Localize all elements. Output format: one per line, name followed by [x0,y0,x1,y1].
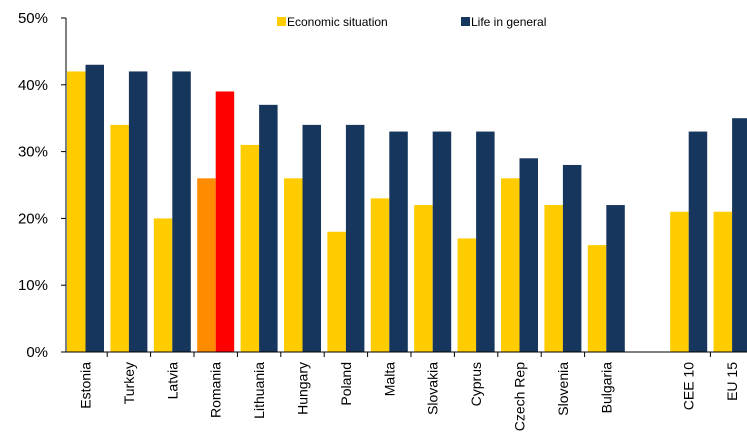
bar-economic-situation [284,178,303,352]
legend-swatch-life-in-general [461,17,470,26]
bar-economic-situation [501,178,520,352]
x-tick-label: Romania [208,362,224,418]
bar-life-in-general [519,158,538,352]
x-tick-label: Lithuania [251,362,267,419]
x-axis: Estonia Turkey Latvia Romania Lithuania Hunga… [66,351,747,431]
x-tick-label: Cyprus [468,362,484,406]
bar-economic-situation [544,205,563,352]
x-tick-label: Hungary [295,362,311,415]
bars [67,64,747,352]
bar-economic-situation [587,245,607,352]
bar-life-in-general [302,124,321,352]
legend-label-life-in-general: Life in general [471,15,546,29]
y-axis: 0% 10% 20% 30% 40% 50% [18,10,67,361]
y-tick-label: 0% [26,344,48,361]
bar-life-in-general [215,91,235,352]
legend-label-economic-situation: Economic situation [287,15,388,29]
bar-economic-situation [370,198,390,352]
x-tick-label: CEE 10 [681,362,697,410]
bar-life-in-general [688,131,708,352]
bar-life-in-general [85,64,104,352]
bar-economic-situation [670,211,689,352]
legend: Economic situation Life in general [277,15,546,29]
legend-swatch-economic-situation [277,17,286,26]
y-tick-label: 20% [18,210,48,227]
x-tick-label: Poland [338,362,354,406]
bar-life-in-general [128,71,148,352]
bar-life-in-general [432,131,452,352]
bar-economic-situation [457,238,477,352]
bar-economic-situation [110,124,129,352]
bar-life-in-general [606,205,625,352]
bar-life-in-general [172,71,191,352]
x-tick-label: Czech Rep [512,362,528,431]
bar-life-in-general [476,131,495,352]
bar-economic-situation [197,178,216,352]
bar-economic-situation [240,144,260,352]
bar-economic-situation [713,211,733,352]
y-tick-label: 10% [18,277,48,294]
x-tick-label: EU 15 [724,362,740,401]
bar-economic-situation [327,231,346,352]
x-tick-label: Latvia [164,362,180,400]
y-tick-label: 50% [18,10,48,27]
x-tick-label: Slovenia [555,362,571,416]
x-tick-label: Malta [381,362,397,396]
bar-life-in-general [259,104,278,352]
bar-economic-situation [153,218,173,352]
bar-economic-situation [414,205,433,352]
bar-life-in-general [562,164,582,352]
bar-life-in-general [732,118,747,352]
x-tick-label: Estonia [78,362,94,409]
bar-life-in-general [345,124,365,352]
bar-economic-situation [67,71,86,352]
x-tick-label: Turkey [121,362,137,404]
y-tick-label: 40% [18,77,48,94]
x-tick-label: Bulgaria [598,362,614,414]
bar-life-in-general [389,131,408,352]
x-tick-label: Slovakia [425,362,441,415]
y-tick-label: 30% [18,144,48,161]
